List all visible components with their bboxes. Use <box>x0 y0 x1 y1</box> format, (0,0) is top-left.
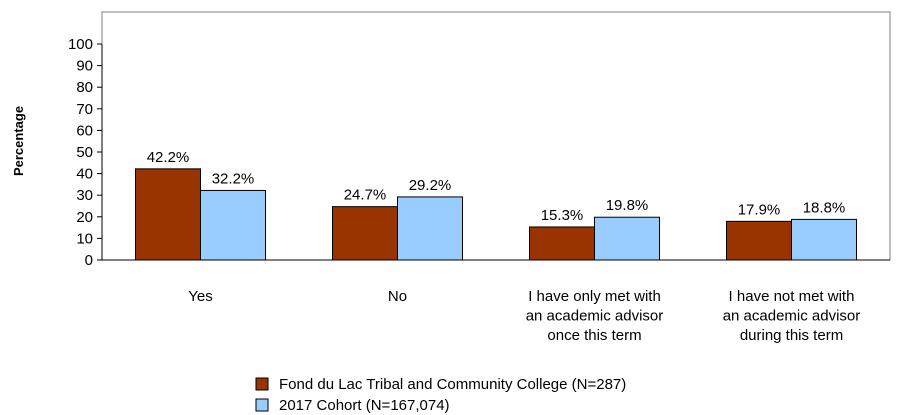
bar-value-label: 24.7% <box>344 187 387 204</box>
bar-cohort-3 <box>791 218 857 261</box>
bar-value-label: 18.8% <box>803 199 846 216</box>
category-label: an academic advisor <box>526 308 664 325</box>
bars-group: 42.2% 32.2% 24.7% 29.2% 15.3% 19.8% 17.9% 18.8% <box>135 149 857 261</box>
bar-cohort-0 <box>200 189 266 261</box>
category-label: during this term <box>740 327 843 344</box>
legend-label: Fond du Lac Tribal and Community College… <box>279 376 626 393</box>
y-tick-label: 30 <box>76 187 93 204</box>
bar-value-label: 29.2% <box>409 177 452 194</box>
y-tick-label: 70 <box>76 101 93 118</box>
bar-value-label: 42.2% <box>147 149 190 166</box>
y-tick-label: 0 <box>85 252 93 269</box>
category-labels: Yes No I have only met with an academic adv… <box>188 288 860 344</box>
bar-college-3 <box>726 220 792 261</box>
legend: Fond du Lac Tribal and Community College… <box>255 376 626 414</box>
y-tick-label: 90 <box>76 58 93 75</box>
y-tick-label: 100 <box>68 36 93 53</box>
category-label: I have not met with <box>729 288 855 305</box>
bar-college-0 <box>135 168 201 261</box>
bar-cohort-1 <box>397 196 463 261</box>
legend-swatch <box>255 398 269 412</box>
y-tick-label: 10 <box>76 230 93 247</box>
y-axis-label: Percentage <box>11 106 26 176</box>
bar-value-label: 17.9% <box>738 201 781 218</box>
category-label: an academic advisor <box>723 308 861 325</box>
bar-college-1 <box>332 206 398 261</box>
bar-value-label: 32.2% <box>212 170 255 187</box>
y-tick-label: 40 <box>76 166 93 183</box>
bar-college-2 <box>529 226 595 261</box>
legend-label: 2017 Cohort (N=167,074) <box>279 397 450 414</box>
y-tick-label: 20 <box>76 209 93 226</box>
bar-value-label: 15.3% <box>541 207 584 224</box>
y-tick-label: 80 <box>76 79 93 96</box>
bar-value-label: 19.8% <box>606 197 649 214</box>
y-tick-label: 50 <box>76 144 93 161</box>
category-label: once this term <box>547 327 641 344</box>
legend-swatch <box>255 377 269 391</box>
category-label: No <box>388 288 407 305</box>
category-label: I have only met with <box>528 288 661 305</box>
category-label: Yes <box>188 288 212 305</box>
y-tick-label: 60 <box>76 122 93 139</box>
bar-cohort-2 <box>594 216 660 261</box>
